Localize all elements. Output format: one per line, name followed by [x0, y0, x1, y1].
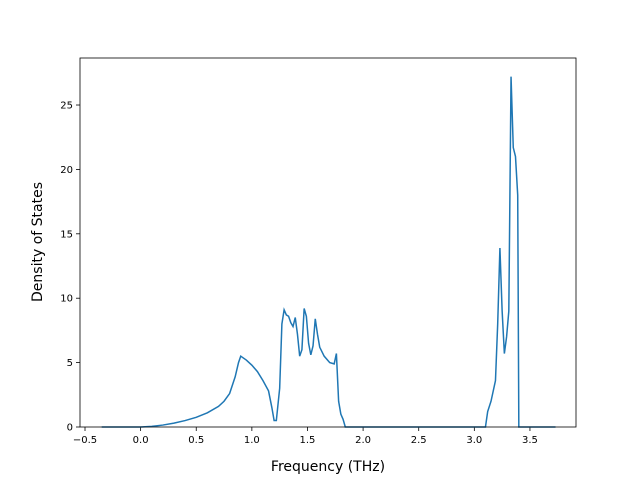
y-tick-label: 20 — [60, 165, 73, 176]
x-tick-label: 1.5 — [300, 435, 316, 446]
y-tick-label: 15 — [60, 229, 73, 240]
x-tick-label: −0.5 — [73, 435, 97, 446]
y-tick-label: 0 — [67, 423, 73, 434]
x-tick-label: 2.5 — [411, 435, 427, 446]
x-tick-label: 3.5 — [522, 435, 538, 446]
x-tick-label: 1.0 — [244, 435, 260, 446]
x-tick-label: 2.0 — [355, 435, 371, 446]
x-tick-label: 3.0 — [466, 435, 482, 446]
y-tick-label: 5 — [67, 358, 73, 369]
x-axis-label: Frequency (THz) — [271, 459, 385, 475]
y-axis-label: Density of States — [30, 182, 46, 302]
data-line — [101, 76, 556, 428]
plot-frame — [79, 57, 577, 428]
x-tick-label: 0.5 — [188, 435, 204, 446]
y-tick-label: 25 — [60, 101, 73, 112]
y-tick-label: 10 — [60, 294, 73, 305]
x-tick-label: 0.0 — [133, 435, 149, 446]
